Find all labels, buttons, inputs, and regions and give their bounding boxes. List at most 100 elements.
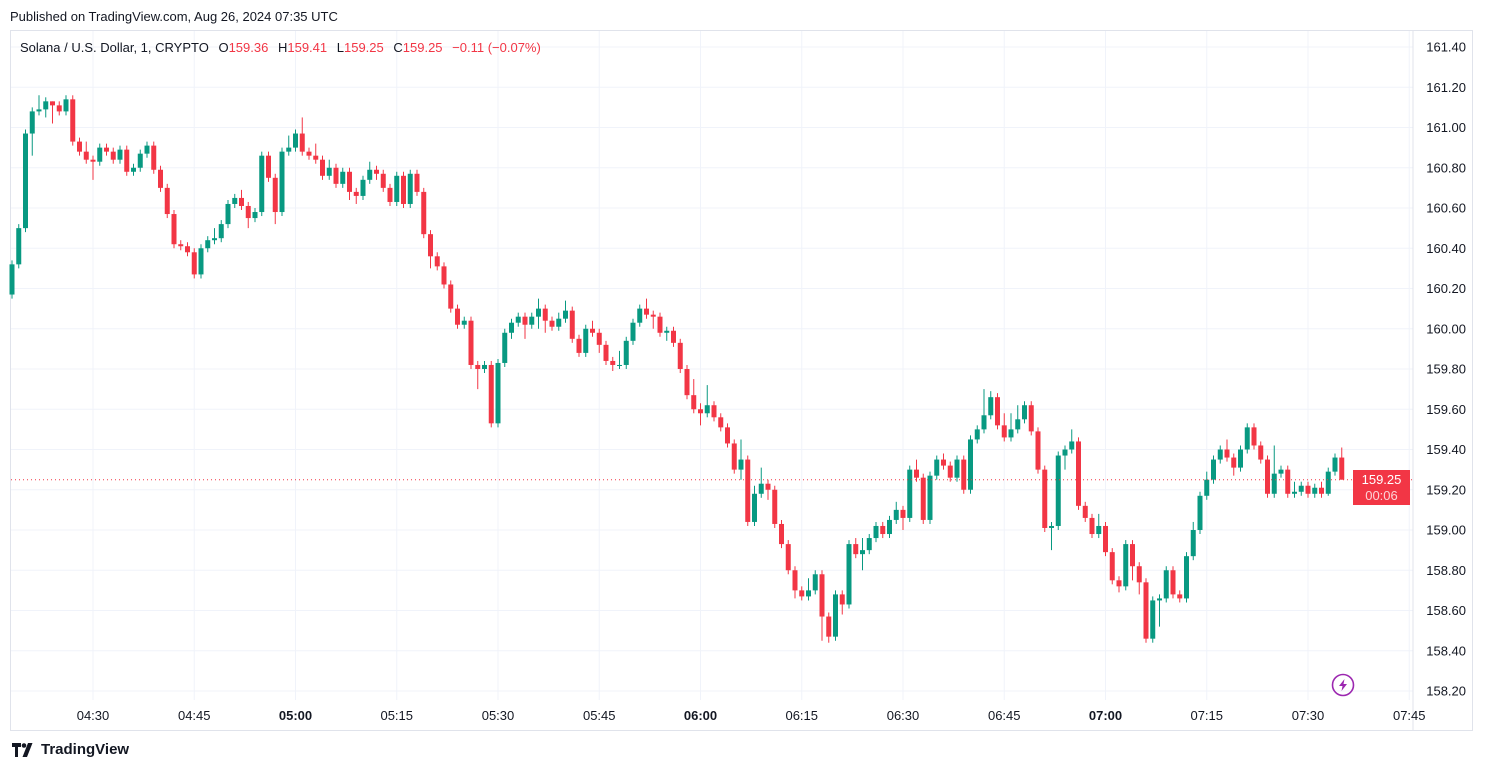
candle (320, 155, 325, 180)
footer-brand[interactable]: TradingView (12, 741, 129, 758)
open-value: 159.36 (228, 40, 269, 55)
candle (77, 137, 82, 156)
time-tick-label: 05:15 (380, 708, 413, 723)
candle-body (549, 320, 555, 327)
candle-body (320, 159, 325, 176)
candle (610, 356, 616, 372)
candle-body (434, 256, 440, 267)
candle-body (1049, 525, 1054, 528)
candle-body (137, 153, 143, 168)
close-label: C (393, 40, 403, 55)
time-tick-label: 07:45 (1393, 708, 1426, 723)
candle-body (144, 145, 150, 154)
candle (583, 324, 589, 357)
candle-body (232, 197, 238, 204)
candle (1163, 566, 1169, 603)
candle (259, 151, 265, 217)
candle (630, 318, 636, 345)
lightning-icon[interactable] (1331, 673, 1355, 697)
candle-body (961, 459, 967, 490)
time-tick-label: 07:15 (1190, 708, 1223, 723)
candle (1001, 413, 1007, 442)
time-tick-label: 05:00 (279, 708, 312, 723)
candle (812, 570, 818, 595)
candle (347, 167, 352, 200)
candle-body (272, 177, 278, 213)
candle (650, 310, 656, 329)
candle (428, 230, 433, 269)
candle-body (839, 594, 845, 605)
candle-body (1224, 449, 1230, 458)
low-label: L (336, 40, 344, 55)
candle (198, 244, 204, 279)
candle (421, 187, 427, 239)
candle-body (1298, 485, 1304, 492)
candle-body (758, 483, 764, 494)
candle (110, 147, 116, 164)
candle-body (23, 133, 28, 229)
candle-body (1042, 469, 1048, 528)
candle-body (1285, 469, 1291, 494)
candle (1184, 552, 1189, 603)
candle (266, 151, 271, 182)
candle-body (900, 509, 906, 518)
candle-body (77, 141, 82, 152)
candle-body (245, 205, 251, 219)
candle-body (772, 489, 778, 524)
candle (691, 379, 697, 414)
candle (758, 467, 764, 498)
candle (698, 403, 703, 426)
candle (995, 393, 1000, 430)
candle-body (1130, 544, 1135, 567)
candle (299, 117, 305, 156)
candle-body (1028, 405, 1034, 432)
candle (1325, 467, 1331, 496)
low-value: 159.25 (343, 40, 384, 55)
candle-body (124, 149, 130, 172)
candle (718, 413, 724, 432)
candle (968, 435, 973, 494)
brand-name: TradingView (41, 741, 130, 758)
candle (887, 515, 892, 539)
candle (1197, 491, 1203, 535)
candle-body (583, 328, 589, 353)
candle-body (502, 332, 508, 363)
candle (252, 208, 258, 223)
candle-body (198, 248, 204, 275)
candle (1332, 453, 1338, 476)
candle-body (846, 544, 852, 605)
candle-body (576, 338, 582, 353)
candle-body (1116, 580, 1122, 587)
candle-body (448, 284, 454, 309)
candle-body (968, 439, 973, 490)
candle (232, 193, 238, 208)
candle (9, 260, 15, 299)
candle-body (353, 191, 359, 196)
candle-body (266, 155, 271, 178)
candle (1271, 445, 1277, 498)
candle-body (1271, 473, 1277, 494)
candle-body (718, 417, 724, 428)
candle-body (664, 330, 670, 333)
price-tick-label: 159.40 (1426, 442, 1466, 457)
candle (988, 391, 994, 420)
candle (1292, 481, 1297, 498)
close-value: 159.25 (402, 40, 443, 55)
candle (772, 485, 778, 528)
candle-body (1035, 431, 1041, 470)
price-tick-label: 159.20 (1426, 482, 1466, 497)
symbol-title[interactable]: Solana / U.S. Dollar, 1, CRYPTO (20, 40, 209, 55)
time-tick-label: 04:45 (178, 708, 211, 723)
candle-body (151, 145, 157, 170)
candle (1062, 445, 1068, 470)
candle (279, 147, 285, 217)
candle (549, 316, 555, 331)
candle-body (455, 308, 460, 325)
candle-body (920, 477, 926, 520)
candle (1089, 513, 1095, 539)
candle-body (596, 332, 602, 345)
candle (920, 473, 926, 524)
price-tick-label: 158.20 (1426, 684, 1466, 699)
candle-body (1089, 517, 1095, 535)
